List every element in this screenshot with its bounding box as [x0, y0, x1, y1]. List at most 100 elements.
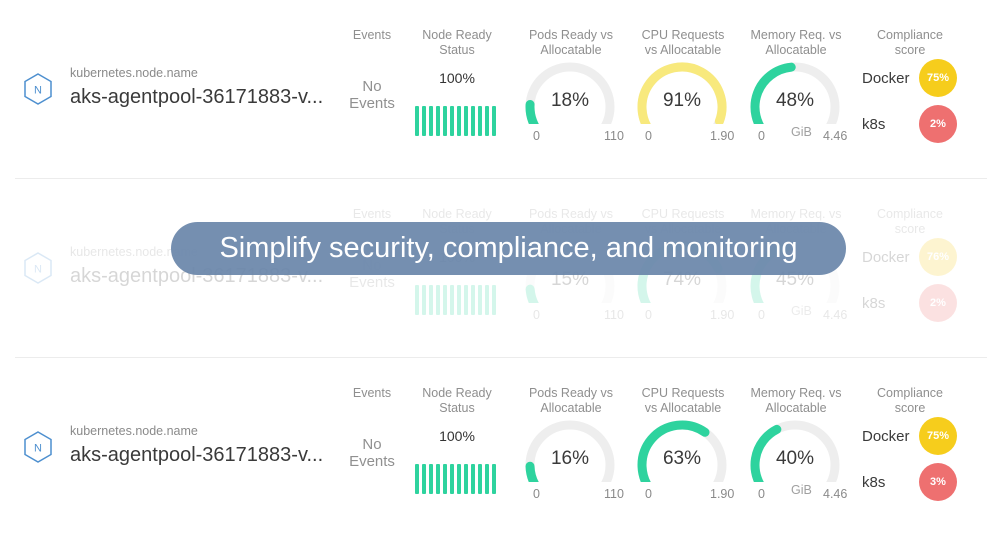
- events-value-line: Events: [349, 453, 395, 470]
- cpu-header-line: CPU Requests: [641, 386, 725, 400]
- memory-min: 0: [758, 308, 765, 322]
- node-ready-bar: [457, 106, 461, 136]
- node-ready-bar: [429, 464, 433, 494]
- cpu-header-line: CPU Requests: [641, 28, 725, 42]
- node-ready-bar: [450, 464, 454, 494]
- cpu-min: 0: [645, 487, 652, 501]
- node-ready-bar: [436, 285, 440, 315]
- compliance-score-badge[interactable]: 76%: [919, 238, 957, 276]
- node-ready-bars: [415, 464, 498, 494]
- cpu-gauge: [633, 420, 733, 498]
- compliance-label: k8s: [862, 474, 886, 491]
- row-divider: [15, 357, 987, 358]
- memory-header-line: Memory Req. vs: [750, 386, 842, 400]
- node-name-link[interactable]: aks-agentpool-36171883-v...: [70, 86, 324, 108]
- pods-max: 110: [604, 487, 624, 501]
- pods-gauge-value: [525, 284, 547, 319]
- compliance-header-line: score: [894, 222, 926, 236]
- node-ready-bar: [429, 285, 433, 315]
- node-ready-bar: [464, 285, 468, 315]
- memory-min: 0: [758, 129, 765, 143]
- compliance-label: Docker: [862, 249, 910, 266]
- compliance-header-line: score: [894, 401, 926, 415]
- cpu-gauge-arc: [637, 62, 727, 140]
- memory-max: 4.46: [823, 129, 848, 143]
- events-value-line: Events: [349, 95, 395, 112]
- node-ready-percent: 100%: [439, 428, 475, 444]
- pods-min: 0: [533, 308, 540, 322]
- node-ready-bar: [443, 285, 447, 315]
- node-name-link[interactable]: aks-agentpool-36171883-v...: [70, 444, 324, 466]
- compliance-label: Docker: [862, 428, 910, 445]
- cpu-max: 1.90: [710, 487, 735, 501]
- row-divider: [15, 178, 987, 179]
- node-ready-header-line: Node Ready: [422, 207, 492, 221]
- pods-percent: 16%: [550, 448, 590, 469]
- node-hexagon-icon: N: [24, 73, 52, 105]
- pods-header-line: Pods Ready vs: [528, 386, 614, 400]
- node-icon-letter: N: [34, 85, 42, 97]
- events-header-line: Events: [352, 207, 392, 221]
- compliance-label: k8s: [862, 116, 886, 133]
- compliance-score-badge[interactable]: 2%: [919, 105, 957, 143]
- cpu-percent: 91%: [662, 90, 702, 111]
- compliance-header: Compliance score: [860, 386, 960, 416]
- cpu-gauge-value: [637, 62, 727, 140]
- cpu-min: 0: [645, 308, 652, 322]
- node-ready-bar: [485, 285, 489, 315]
- node-icon-letter: N: [34, 443, 42, 455]
- compliance-score-badge[interactable]: 3%: [919, 463, 957, 501]
- node-icon-letter: N: [34, 264, 42, 276]
- memory-header-line: Memory Req. vs: [750, 28, 842, 42]
- node-ready-bar: [464, 106, 468, 136]
- compliance-header-line: Compliance: [876, 28, 943, 42]
- compliance-label: k8s: [862, 295, 886, 312]
- node-ready-bar: [457, 464, 461, 494]
- caption-banner: Simplify security, compliance, and monit…: [171, 222, 846, 275]
- node-ready-bar: [436, 106, 440, 136]
- node-ready-bar: [478, 285, 482, 315]
- node-ready-bar: [492, 106, 496, 136]
- memory-max: 4.46: [823, 308, 848, 322]
- node-ready-bar: [450, 285, 454, 315]
- memory-header-line: Allocatable: [765, 43, 827, 57]
- compliance-header: Compliance score: [860, 28, 960, 58]
- node-ready-bar: [415, 285, 419, 315]
- compliance-label: Docker: [862, 70, 910, 87]
- node-ready-bar: [422, 285, 426, 315]
- events-header-line: Events: [352, 28, 392, 42]
- compliance-score-badge[interactable]: 75%: [919, 59, 957, 97]
- pods-max: 110: [604, 308, 624, 322]
- node-ready-bar: [422, 464, 426, 494]
- node-ready-bar: [471, 464, 475, 494]
- compliance-score-badge[interactable]: 75%: [919, 417, 957, 455]
- memory-percent: 40%: [775, 448, 815, 469]
- node-kind-label: kubernetes.node.name: [70, 245, 198, 259]
- events-value-line: No: [362, 78, 382, 95]
- pods-header-line: Allocatable: [540, 43, 602, 57]
- node-hexagon-icon: N: [24, 252, 52, 284]
- cpu-header-line: vs Allocatable: [644, 43, 722, 57]
- pods-percent: 18%: [550, 90, 590, 111]
- cpu-gauge: [633, 62, 733, 140]
- node-ready-bar: [443, 464, 447, 494]
- cpu-max: 1.90: [710, 308, 735, 322]
- node-ready-header-line: Node Ready: [422, 386, 492, 400]
- events-header: Events: [340, 386, 404, 401]
- cpu-header-line: vs Allocatable: [644, 401, 722, 415]
- compliance-score-badge[interactable]: 2%: [919, 284, 957, 322]
- cpu-percent: 63%: [662, 448, 702, 469]
- cpu-header-line: CPU Requests: [641, 207, 725, 221]
- node-ready-header-line: Node Ready: [422, 28, 492, 42]
- memory-min: 0: [758, 487, 765, 501]
- events-header: Events: [340, 207, 404, 222]
